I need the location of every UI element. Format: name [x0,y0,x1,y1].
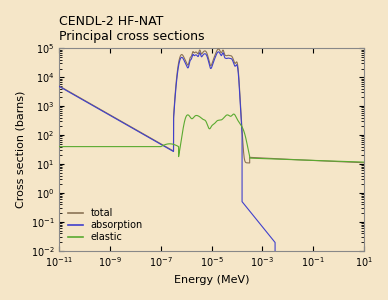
X-axis label: Energy (MeV): Energy (MeV) [174,275,249,285]
Legend: total, absorption, elastic: total, absorption, elastic [64,204,147,246]
Text: CENDL-2 HF-NAT
Principal cross sections: CENDL-2 HF-NAT Principal cross sections [59,15,205,43]
Y-axis label: Cross section (barns): Cross section (barns) [15,91,25,208]
